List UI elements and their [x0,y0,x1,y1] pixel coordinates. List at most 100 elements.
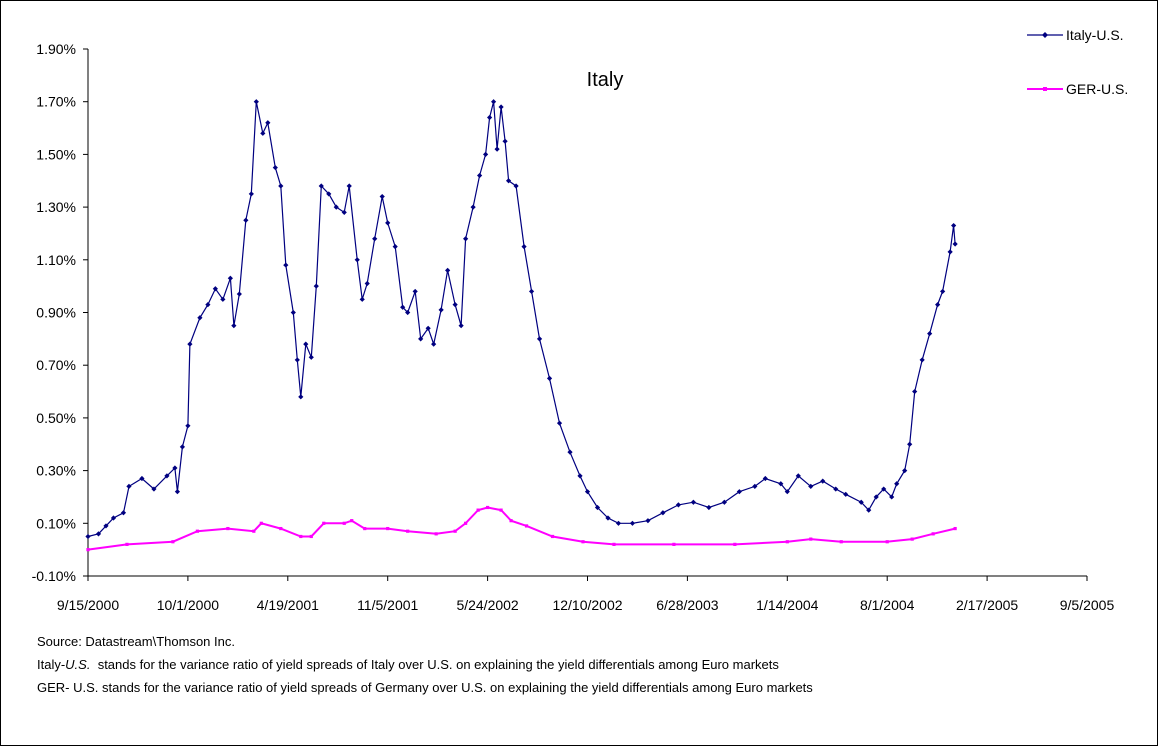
data-point [187,341,193,347]
data-point [354,257,360,263]
data-point [858,499,864,505]
data-point [458,323,464,329]
data-point [385,220,391,226]
data-point [139,475,145,482]
data-point [453,529,457,533]
italy-note-rest: stands for the variance ratio of yield s… [90,657,779,672]
data-point [907,441,913,447]
data-point [464,521,468,525]
data-point [912,388,918,395]
data-point [494,146,500,152]
data-point [820,478,826,484]
chart-legend: Italy-U.S. GER-U.S. [1027,27,1128,97]
data-point [445,267,451,273]
source-note: Source: Datastream\Thomson Inc. [37,634,235,649]
data-point [660,510,666,516]
x-tick-label: 2/17/2005 [956,597,1018,613]
data-point [476,508,480,512]
data-point [910,537,914,541]
data-point [346,183,352,189]
y-tick-label: 0.70% [36,357,76,373]
x-tick-label: 8/1/2004 [860,597,915,613]
data-point [809,537,813,541]
data-point [584,489,591,495]
data-point [612,542,616,546]
data-point [278,183,284,189]
data-point [195,529,199,533]
y-tick-label: 1.50% [36,146,76,162]
x-tick-label: 1/14/2004 [756,597,818,613]
data-point [483,151,489,157]
data-point [400,304,406,310]
data-point [947,249,953,255]
data-point [231,323,237,329]
data-point [498,104,504,110]
data-point [594,504,601,511]
data-point [486,505,490,510]
data-point [252,529,256,533]
data-point [298,394,304,400]
data-point [645,518,651,524]
legend-marker [1042,32,1048,38]
data-point [425,325,431,331]
data-point [322,521,326,525]
data-point [873,494,879,500]
data-point [164,473,170,479]
data-point [179,444,186,450]
data-point [615,520,622,526]
data-point [894,481,900,487]
data-point [438,307,444,313]
x-tick-label: 11/5/2001 [357,597,418,613]
data-point [197,315,203,321]
data-point [151,486,157,492]
data-point [839,540,843,544]
data-point [125,542,129,546]
data-point [412,288,418,295]
data-point [364,280,370,287]
data-point [490,99,497,105]
data-point [940,288,946,295]
y-tick-label: 0.30% [36,463,76,479]
data-point [521,244,527,250]
data-point [795,473,801,479]
y-tick-label: 0.10% [36,515,76,531]
data-point [359,296,365,302]
data-point [470,204,476,210]
data-point [706,504,712,511]
data-point [363,526,367,531]
x-tick-label: 9/5/2005 [1060,597,1115,613]
data-point [567,449,573,455]
x-tick-label: 5/24/2002 [456,597,518,613]
data-point [342,521,346,525]
data-point [546,375,553,381]
data-point [452,301,458,308]
legend-item: GER-U.S. [1027,81,1128,97]
data-point [885,540,889,544]
data-point [205,301,211,308]
data-point [881,486,887,492]
series-ger-us [86,505,957,552]
data-point [902,468,908,474]
data-point [85,533,91,540]
data-point [889,494,895,500]
data-point [226,526,230,531]
data-point [126,483,132,490]
data-point [931,532,935,536]
data-point [736,489,742,495]
data-point [171,540,175,544]
data-point [333,204,339,210]
data-point [386,526,390,531]
italy-note-prefix: Italy- [37,657,66,672]
data-point [294,357,300,363]
data-point [536,336,543,342]
data-point [326,191,332,197]
legend-label: GER-U.S. [1066,81,1128,97]
data-point [372,236,378,242]
y-tick-label: 1.10% [36,252,76,268]
y-tick-label: 1.90% [36,41,76,57]
data-point [524,524,529,528]
data-point [951,222,957,229]
data-point [290,309,296,316]
data-point [550,534,555,539]
